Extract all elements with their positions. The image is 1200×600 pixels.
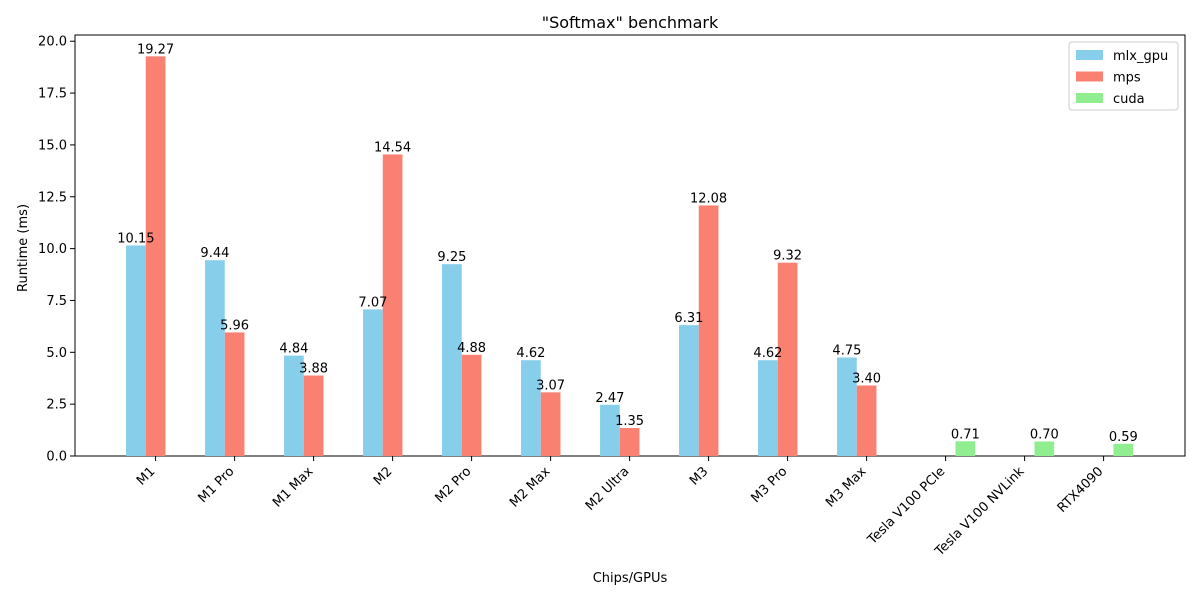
data-label: 14.54	[374, 140, 411, 155]
x-tick-label: M1	[134, 464, 158, 488]
legend-label-cuda: cuda	[1113, 92, 1145, 107]
bar-mps-m3-max	[856, 385, 877, 456]
data-label: 9.32	[773, 249, 802, 264]
bar-cuda-tesla-v100-nvlink	[1034, 441, 1055, 456]
x-tick-label: M2 Pro	[433, 464, 475, 506]
y-axis: 0.0 2.5 5.0 7.5 10.0 12.5 15.0 17.5 20.0	[38, 35, 75, 465]
bar-mps-m1-max	[303, 375, 324, 456]
x-axis-label: Chips/GPUs	[593, 571, 668, 586]
y-tick-label: 20.0	[38, 35, 67, 50]
data-label: 4.75	[832, 343, 861, 358]
bars-group	[126, 56, 1134, 457]
x-tick-label: M2	[371, 464, 395, 488]
bar-mlx_gpu-m3-max	[837, 357, 857, 456]
bar-mps-m2-ultra	[619, 428, 640, 456]
bar-mlx_gpu-m2-max	[521, 360, 541, 456]
data-label: 7.07	[358, 295, 387, 310]
bar-mlx_gpu-m2-pro	[442, 264, 462, 456]
bar-mlx_gpu-m3	[679, 325, 699, 456]
bar-cuda-rtx4090	[1113, 443, 1134, 456]
data-label: 4.84	[279, 342, 308, 357]
y-axis-label: Runtime (ms)	[16, 204, 31, 292]
data-label: 1.35	[615, 414, 644, 429]
data-label: 4.88	[457, 341, 486, 356]
data-label: 10.15	[117, 232, 154, 247]
bar-mlx_gpu-m1	[126, 245, 146, 456]
legend-swatch-mlx_gpu	[1076, 50, 1103, 60]
y-tick-label: 2.5	[46, 398, 67, 413]
data-label: 0.71	[951, 427, 980, 442]
x-tick-label: M3 Pro	[749, 464, 791, 506]
x-tick-label: M2 Max	[507, 464, 554, 511]
x-tick-label: M3	[687, 464, 711, 488]
y-tick-label: 5.0	[46, 346, 67, 361]
x-tick-label: Tesla V100 NVLink	[932, 464, 1028, 560]
y-tick-label: 0.0	[46, 450, 67, 465]
bar-mps-m1-pro	[224, 332, 245, 456]
legend-label-mlx_gpu: mlx_gpu	[1113, 49, 1168, 64]
data-label: 12.08	[690, 191, 727, 206]
x-tick-label: M1 Max	[270, 464, 317, 511]
data-label: 3.40	[852, 371, 881, 386]
data-label: 6.31	[674, 311, 703, 326]
x-tick-label: RTX4090	[1055, 464, 1107, 516]
data-label: 5.96	[220, 318, 249, 333]
bar-mps-m2-pro	[461, 354, 482, 456]
data-label: 4.62	[516, 346, 545, 361]
bar-cuda-tesla-v100-pcie	[955, 441, 976, 456]
legend-swatch-cuda	[1076, 93, 1103, 103]
x-tick-label: M3 Max	[823, 464, 870, 511]
legend-swatch-mps	[1076, 71, 1103, 82]
bar-mps-m3	[698, 205, 719, 456]
bar-mps-m1	[145, 56, 166, 457]
x-axis: M1 M1 Pro M1 Max M2 M2 Pro M2 Max M2 Ultra M3 M3…	[134, 456, 1106, 560]
y-tick-label: 10.0	[38, 242, 67, 257]
y-tick-label: 17.5	[38, 87, 67, 102]
data-label: 0.59	[1109, 430, 1138, 445]
bar-mps-m2-max	[540, 392, 561, 456]
bar-mps-m3-pro	[777, 262, 798, 456]
data-label: 9.44	[200, 246, 229, 261]
bar-mlx_gpu-m2	[363, 309, 383, 456]
data-label: 3.88	[299, 362, 328, 377]
bar-mlx_gpu-m1-pro	[205, 260, 225, 456]
y-tick-label: 15.0	[38, 138, 67, 153]
y-tick-label: 7.5	[46, 294, 67, 309]
bar-mps-m2	[382, 154, 403, 456]
data-labels-group: 10.15 9.44 4.84 7.07 9.25 4.62 2.47 6.31 4.62 4.7…	[117, 42, 1137, 444]
x-tick-label: Tesla V100 PCIe	[864, 464, 948, 548]
data-label: 9.25	[437, 250, 466, 265]
bar-mlx_gpu-m2-ultra	[600, 404, 620, 456]
x-tick-label: M1 Pro	[196, 464, 238, 506]
data-label: 4.62	[753, 346, 782, 361]
y-tick-label: 12.5	[38, 190, 67, 205]
x-tick-label: M2 Ultra	[583, 464, 633, 514]
bar-mlx_gpu-m3-pro	[758, 360, 778, 456]
data-label: 2.47	[595, 391, 624, 406]
bar-mlx_gpu-m1-max	[284, 355, 304, 456]
legend-label-mps: mps	[1113, 71, 1141, 86]
data-label: 3.07	[536, 378, 565, 393]
data-label: 0.70	[1030, 427, 1059, 442]
data-label: 19.27	[137, 42, 174, 57]
chart-title: "Softmax" benchmark	[542, 13, 719, 32]
